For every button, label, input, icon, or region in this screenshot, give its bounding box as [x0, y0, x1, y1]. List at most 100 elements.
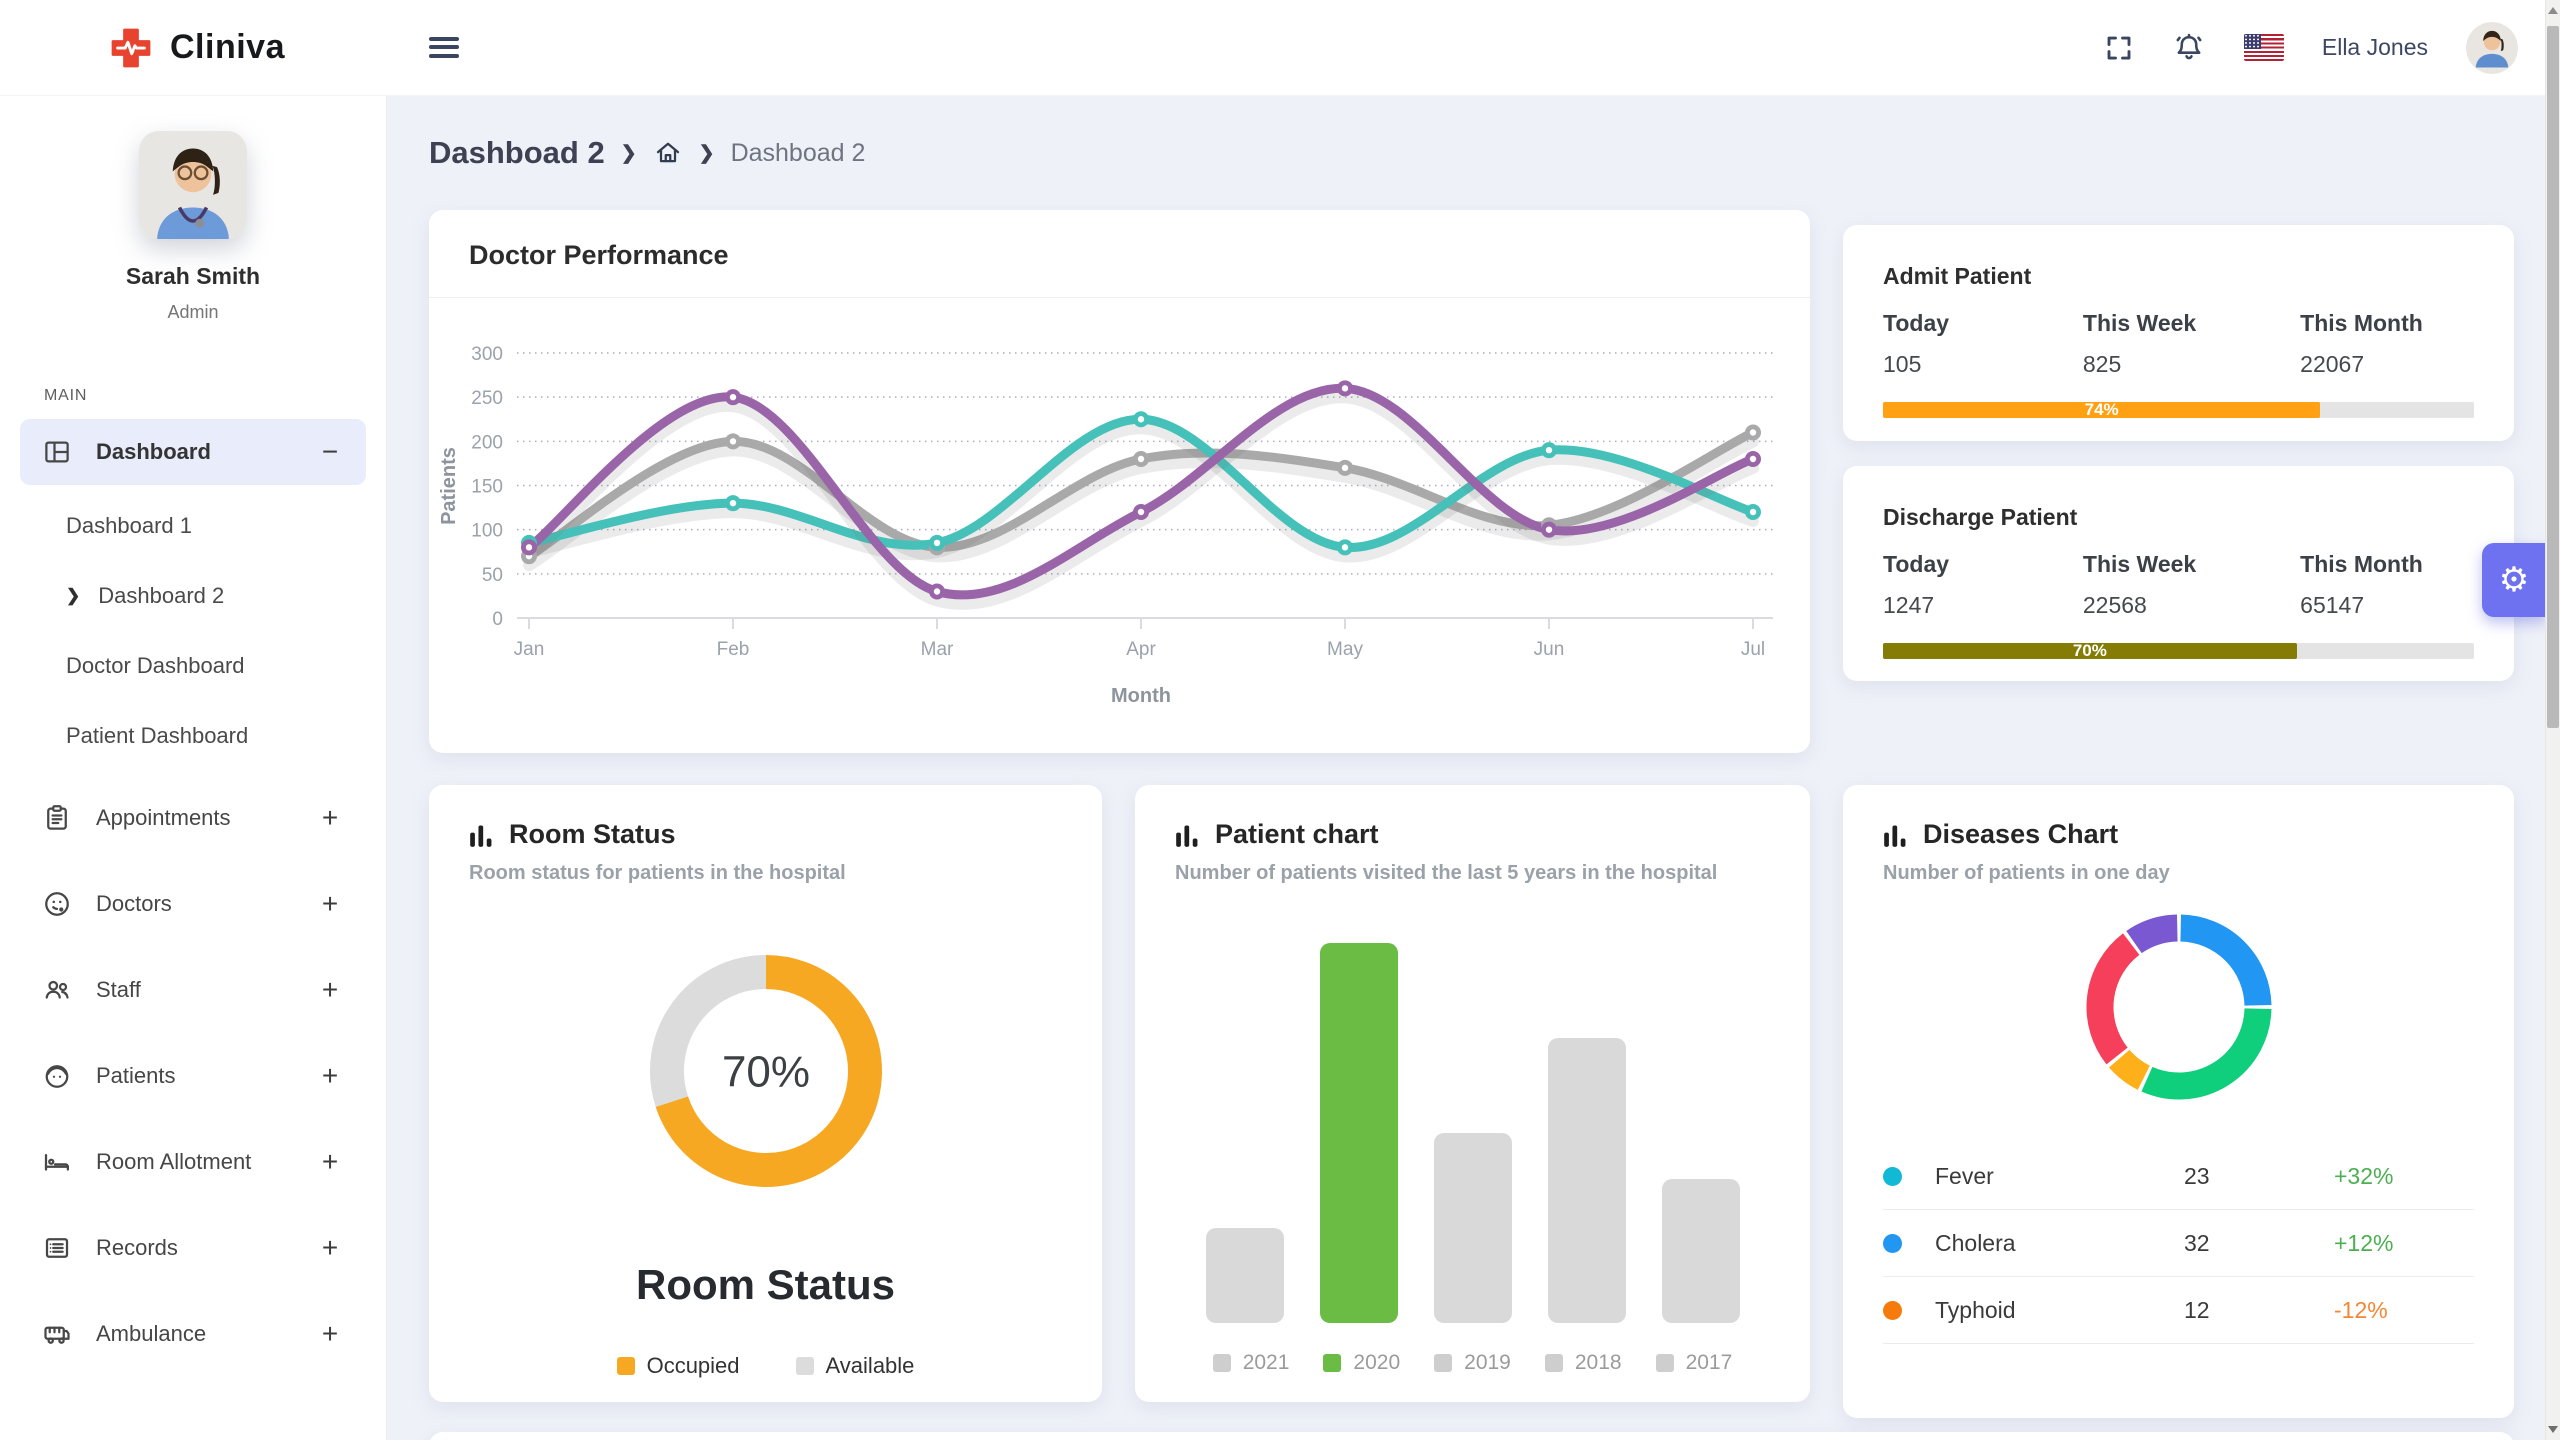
- sidebar-item-ambulance[interactable]: Ambulance +: [20, 1301, 366, 1367]
- page-title: Dashboad 2: [429, 135, 605, 170]
- disease-row-cholera: Cholera 32 +12%: [1883, 1210, 2474, 1277]
- expand-plus-icon[interactable]: +: [321, 888, 339, 919]
- room-status-legend: Occupied Available: [429, 1353, 1102, 1379]
- svg-text:May: May: [1327, 639, 1363, 660]
- legend-label: 2021: [1242, 1351, 1290, 1374]
- sidebar-profile: Sarah Smith Admin: [0, 95, 386, 323]
- expand-plus-icon[interactable]: +: [321, 1232, 339, 1263]
- sidebar-item-label: Patients: [96, 1063, 176, 1088]
- topbar-user-name[interactable]: Ella Jones: [2321, 34, 2428, 60]
- discharge-patient-card: Discharge Patient Today 1247 This Week 2256…: [1843, 466, 2514, 681]
- chevron-right-icon: ❯: [620, 142, 637, 164]
- bed-icon: [42, 1147, 72, 1177]
- doctor-performance-line-chart: 0 50 100 150 200 250 300 Jan Feb Mar Apr May Jun Jul M…: [429, 298, 1810, 746]
- sidebar-subitem-patient-dashboard[interactable]: Patient Dashboard: [20, 715, 366, 757]
- diseases-chart-subtitle: Number of patients in one day: [1883, 862, 2170, 884]
- us-flag-icon[interactable]: [2243, 34, 2284, 61]
- expand-plus-icon[interactable]: +: [321, 802, 339, 833]
- stat-value: 22568: [2082, 592, 2147, 618]
- diseases-table: Fever 23 +32% Cholera 32 +12% Typhoid 12 -12%: [1883, 1143, 2474, 1344]
- ambulance-icon: [42, 1319, 72, 1349]
- patient-bar-chart: [1171, 943, 1774, 1323]
- stat-value: 1247: [1883, 592, 1935, 618]
- sidebar-subitem-dashboard-1[interactable]: Dashboard 1: [20, 505, 366, 547]
- sidebar-item-appointments[interactable]: Appointments +: [20, 785, 366, 851]
- sidebar-section-label: MAIN: [44, 387, 88, 404]
- profile-photo: [139, 131, 247, 239]
- svg-text:300: 300: [471, 344, 503, 365]
- sidebar-subitem-label: Doctor Dashboard: [66, 653, 245, 678]
- sidebar-submenu: Dashboard 1 ❯ Dashboard 2 Doctor Dashboard P…: [20, 505, 366, 757]
- home-icon[interactable]: [653, 138, 683, 168]
- admit-patient-stats: Today 105 This Week 825 This Month 22067: [1843, 290, 2514, 378]
- gear-icon[interactable]: ⚙: [2482, 543, 2546, 617]
- user-avatar[interactable]: [2466, 21, 2518, 74]
- sidebar-item-staff[interactable]: Staff +: [20, 957, 366, 1023]
- sidebar-item-patients[interactable]: Patients +: [20, 1043, 366, 1109]
- collapse-minus-icon[interactable]: −: [321, 436, 339, 467]
- page-scrollbar[interactable]: [2545, 0, 2560, 1440]
- svg-text:Jan: Jan: [514, 639, 545, 660]
- stat-column-header: This Week: [2082, 310, 2197, 336]
- patient-chart-subtitle: Number of patients visited the last 5 ye…: [1175, 862, 1718, 884]
- svg-text:150: 150: [471, 477, 503, 498]
- stat-column: Today 105: [1883, 310, 2083, 378]
- scrollbar-up-arrow-icon[interactable]: [2548, 7, 2558, 14]
- scrollbar-down-arrow-icon[interactable]: [2548, 1426, 2558, 1433]
- sidebar-item-doctors[interactable]: Doctors +: [20, 871, 366, 937]
- patient-chart-legend: 2021 2020 2019 2018 2017: [1135, 1351, 1810, 1375]
- progress-fill: 70%: [1883, 642, 2297, 659]
- disease-dot-icon: [1883, 1233, 1902, 1253]
- hamburger-icon[interactable]: [427, 30, 461, 64]
- progress-fill: 74%: [1883, 401, 2321, 418]
- legend-swatch: [1434, 1354, 1453, 1372]
- clipboard-icon: [42, 803, 72, 833]
- sidebar-item-records[interactable]: Records +: [20, 1215, 366, 1281]
- legend-item-2017: 2017: [1655, 1351, 1733, 1375]
- legend-swatch: [1655, 1354, 1674, 1372]
- bar-2018: [1547, 1038, 1626, 1323]
- main-content: Dashboad 2 ❯ ❯ Dashboad 2 Doctor Perform…: [386, 95, 2546, 1440]
- legend-item-2020: 2020: [1323, 1351, 1400, 1375]
- expand-plus-icon[interactable]: +: [321, 1060, 339, 1091]
- staff-icon: [42, 975, 72, 1005]
- svg-text:100: 100: [471, 521, 503, 542]
- active-chevron-icon: ❯: [66, 586, 81, 605]
- legend-label: 2019: [1464, 1351, 1511, 1374]
- admit-patient-card: Admit Patient Today 105 This Week 825 This M…: [1843, 225, 2514, 441]
- sidebar-subitem-label: Dashboard 2: [98, 583, 225, 608]
- disease-change: -12%: [2334, 1296, 2388, 1323]
- svg-text:Feb: Feb: [717, 639, 750, 660]
- stat-column: This Week 825: [2083, 310, 2300, 378]
- bar-2017: [1661, 1179, 1740, 1323]
- sidebar-subitem-dashboard-2[interactable]: ❯ Dashboard 2: [20, 575, 366, 617]
- expand-plus-icon[interactable]: +: [321, 974, 339, 1005]
- disease-dot-icon: [1883, 1166, 1902, 1186]
- stat-column-header: Today: [1883, 551, 1950, 577]
- expand-plus-icon[interactable]: +: [321, 1146, 339, 1177]
- legend-item-2018: 2018: [1544, 1351, 1622, 1375]
- app-logo[interactable]: Cliniva: [108, 0, 285, 95]
- sidebar-item-dashboard[interactable]: Dashboard −: [20, 419, 366, 485]
- legend-swatch: [616, 1357, 635, 1375]
- sidebar-item-room-allotment[interactable]: Room Allotment +: [20, 1129, 366, 1195]
- disease-dot-icon: [1883, 1300, 1902, 1320]
- bar-chart-icon: [1175, 822, 1201, 848]
- scrollbar-thumb[interactable]: [2547, 26, 2559, 728]
- fullscreen-icon[interactable]: [2104, 33, 2134, 63]
- stat-column-header: This Week: [2082, 551, 2197, 577]
- sidebar-subitem-doctor-dashboard[interactable]: Doctor Dashboard: [20, 645, 366, 687]
- legend-label: 2017: [1685, 1351, 1733, 1374]
- bar-2021: [1205, 1228, 1284, 1323]
- bell-icon[interactable]: [2172, 31, 2206, 65]
- expand-plus-icon[interactable]: +: [321, 1318, 339, 1349]
- breadcrumb-current: Dashboad 2: [730, 138, 866, 167]
- patient-icon: [42, 1061, 72, 1091]
- svg-text:Jun: Jun: [1534, 639, 1565, 660]
- doctor-performance-card: Doctor Performance 0 50 100 150 200 250 300 Jan…: [429, 210, 1810, 753]
- stat-column: Today 1247: [1883, 551, 2083, 619]
- disease-change: +32%: [2334, 1162, 2394, 1189]
- room-status-title: Room Status: [509, 819, 676, 849]
- sidebar-item-label: Staff: [96, 977, 141, 1002]
